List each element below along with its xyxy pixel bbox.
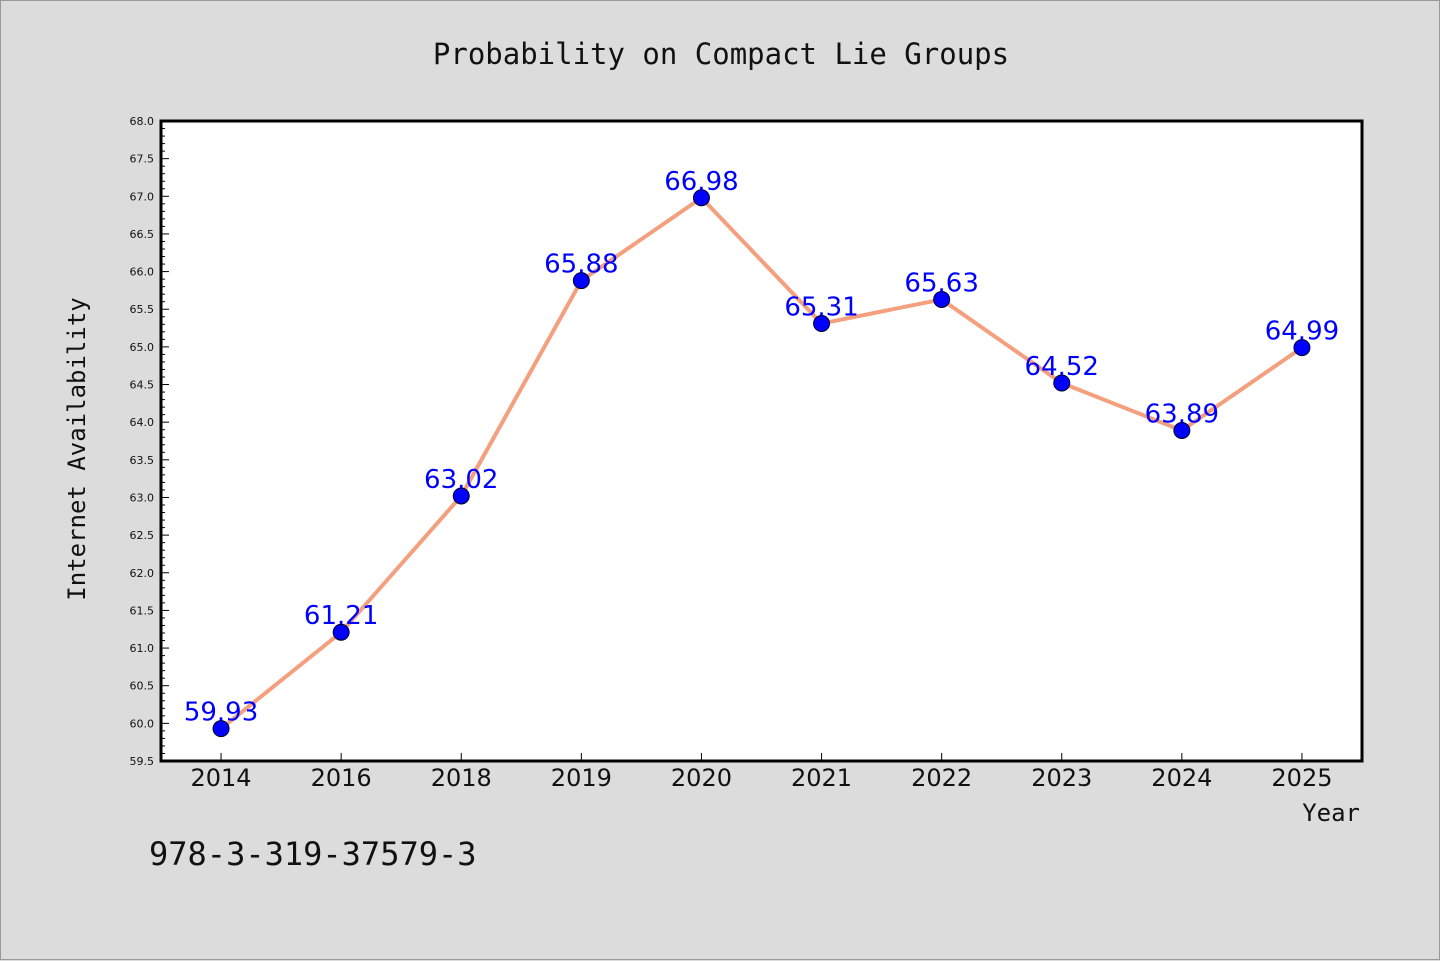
data-point [692,189,710,207]
data-point [1053,374,1071,392]
y-tick-label: 60.5 [130,680,155,693]
y-tick-label: 59.5 [130,755,155,768]
y-tick-label: 64.0 [130,416,155,429]
x-tick-label: 2025 [1271,764,1332,792]
data-label: 64.52 [1025,352,1099,382]
data-label: 66.98 [664,167,738,197]
x-tick-label: 2016 [311,764,372,792]
y-tick-label: 64.5 [130,379,155,392]
y-tick-label: 68.0 [130,115,155,128]
data-label: 61.21 [304,601,378,631]
y-axis-title: Internet Availability [63,297,91,600]
y-tick-label: 67.0 [130,190,155,203]
x-axis: 2014 2016 2018 2019 2020 2021 2022 2023 2024 2025 [191,753,1332,792]
x-tick-label: 2018 [431,764,492,792]
y-tick-label: 61.5 [130,604,155,617]
y-axis: 59.5 60.0 60.5 61.0 61.5 62.0 62.5 63.0 63.5 64.0… [130,115,169,768]
data-point [212,720,230,738]
y-tick-label: 65.5 [130,303,155,316]
x-tick-label: 2020 [671,764,732,792]
y-tick-label: 66.5 [130,228,155,241]
data-label: 59.93 [184,698,258,728]
plot-area [159,119,1364,763]
x-tick-label: 2014 [191,764,252,792]
isbn-text: 978-3-319-37579-3 [149,835,477,873]
data-label: 65.63 [904,268,978,298]
y-tick-label: 60.0 [130,717,155,730]
data-label: 64.99 [1265,317,1339,347]
data-point [572,272,590,290]
data-label: 63.02 [424,465,498,495]
y-tick-label: 65.0 [130,341,155,354]
data-point [1173,421,1191,439]
data-point [933,290,951,308]
y-tick-label: 66.0 [130,266,155,279]
data-point [1293,339,1311,357]
y-tick-label: 62.5 [130,529,155,542]
chart-title: Probability on Compact Lie Groups [433,37,1009,71]
data-label: 65.88 [544,250,618,280]
data-point [452,487,470,505]
series-line [219,195,1304,731]
series-layer [212,189,1311,738]
x-tick-label: 2021 [791,764,852,792]
y-tick-label: 63.0 [130,491,155,504]
x-axis-title: Year [1302,799,1360,827]
data-point [813,315,831,333]
y-tick-label: 63.5 [130,454,155,467]
x-tick-label: 2019 [551,764,612,792]
data-label: 63.89 [1145,399,1219,429]
data-labels: 59.93 61.21 63.02 65.88 66.98 65.31 65.63 64.52… [184,167,1339,728]
x-tick-label: 2022 [911,764,972,792]
data-label: 65.31 [784,293,858,323]
x-tick-label: 2024 [1151,764,1212,792]
y-tick-label: 62.0 [130,567,155,580]
y-tick-label: 67.5 [130,153,155,166]
data-point [332,623,350,641]
x-tick-label: 2023 [1031,764,1092,792]
y-tick-label: 61.0 [130,642,155,655]
